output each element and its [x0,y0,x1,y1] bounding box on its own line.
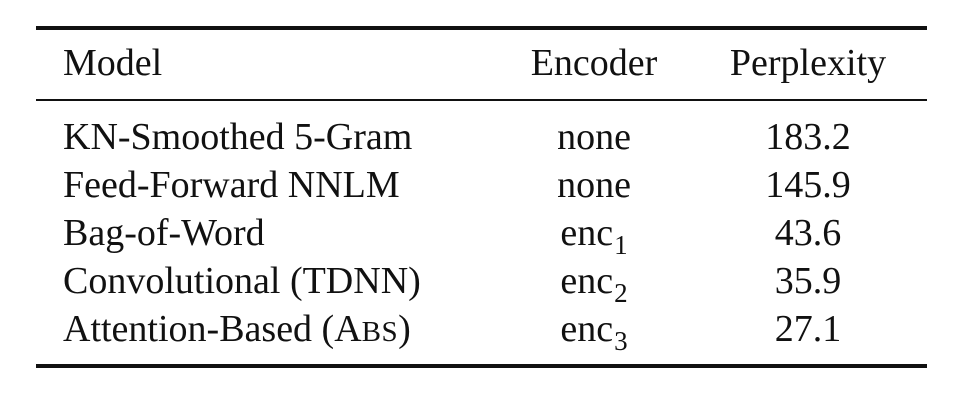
row-4-perplexity: 35.9 [774,260,842,302]
row-2-encoder: none [557,164,631,206]
row-5-model-smallcaps: BS [361,316,399,348]
row-4-encoder-subscript: 2 [614,278,628,308]
header-model: Model [63,42,163,84]
row-5-encoder: enc3 [522,306,666,356]
row-5-model: Attention-Based (ABS) [63,306,411,355]
row-3-perplexity: 43.6 [774,212,842,254]
row-5-encoder-subscript: 3 [614,326,628,356]
row-5-encoder-base: enc [560,308,614,350]
header-rule [36,99,927,101]
row-4-encoder-base: enc [560,260,614,302]
header-encoder: Encoder [530,42,658,84]
bottom-rule [36,364,927,368]
row-5-model-suffix: ) [398,308,411,350]
row-3-encoder: enc1 [522,210,666,260]
row-2-perplexity: 145.9 [765,164,851,206]
row-1-perplexity: 183.2 [765,116,851,158]
row-4-encoder: enc2 [522,258,666,308]
top-rule [36,26,927,30]
header-perplexity: Perplexity [729,42,887,84]
row-3-encoder-base: enc [560,212,614,254]
row-5-perplexity: 27.1 [774,308,842,350]
row-4-model: Convolutional (TDNN) [63,260,421,302]
row-3-encoder-subscript: 1 [614,230,628,260]
row-5-model-prefix: Attention-Based (A [63,308,362,350]
row-1-model: KN-Smoothed 5-Gram [63,116,413,158]
row-1-encoder: none [557,116,631,158]
row-3-model: Bag-of-Word [63,212,265,254]
row-2-model: Feed-Forward NNLM [63,164,400,206]
